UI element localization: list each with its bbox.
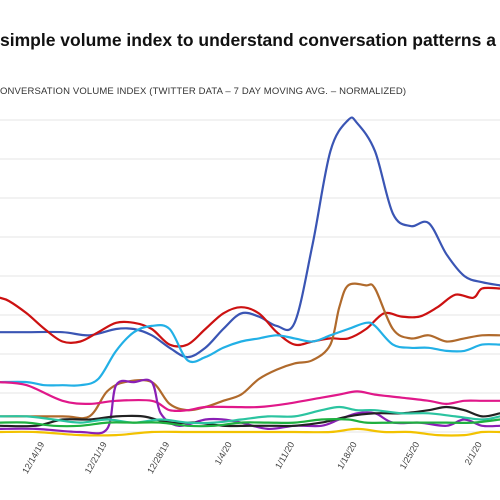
series-line-1 [0,116,500,359]
x-tick-label: 1/4/20 [213,440,234,467]
x-tick-label: 1/11/20 [273,440,296,470]
series-line-10 [0,427,500,437]
series-line-3 [0,282,500,420]
series-line-2 [0,286,500,348]
chart-series-group [0,116,500,437]
x-axis-ticks: 12/14/19 12/21/19 12/28/19 1/4/20 1/11/20 1/1… [20,440,484,475]
chart-subtitle: ONVERSATION VOLUME INDEX (TWITTER DATA –… [0,86,407,97]
series-line-7 [0,405,500,428]
series-line-9 [0,418,500,428]
x-tick-label: 12/14/19 [20,440,46,475]
x-tick-label: 12/28/19 [145,440,171,475]
x-tick-label: 12/21/19 [83,440,109,475]
x-tick-label: 1/18/20 [335,440,359,471]
series-line-4 [0,321,500,387]
page-title: simple volume index to understand conver… [0,30,496,50]
series-line-8 [0,405,500,425]
x-tick-label: 2/1/20 [463,440,484,467]
x-tick-label: 1/25/20 [398,440,422,471]
series-line-5 [0,381,500,413]
